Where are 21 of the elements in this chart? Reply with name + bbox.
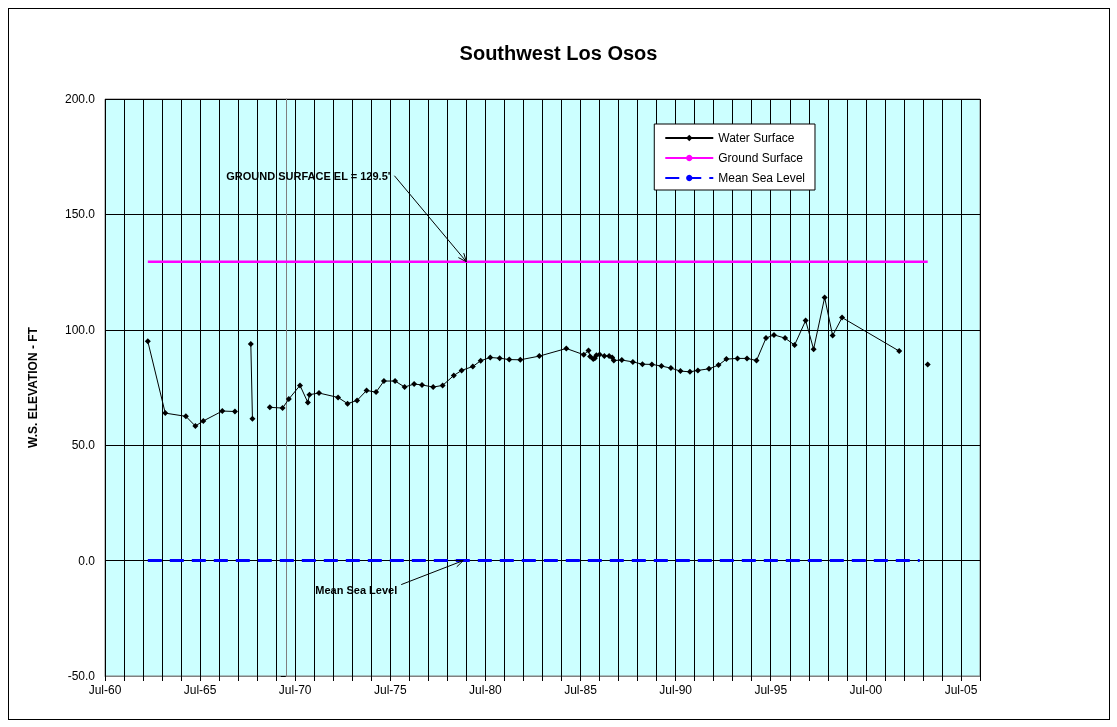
- y-tick-label: 50.0: [71, 438, 96, 453]
- x-tick-label: Jul-00: [849, 683, 883, 697]
- x-tick-label: Jul-85: [564, 683, 598, 697]
- y-tick-label: 200.0: [64, 92, 96, 106]
- y-tick-label: -50.0: [67, 669, 96, 683]
- x-tick-label: Jul-70: [278, 683, 312, 697]
- chart-title: Southwest Los Osos: [459, 42, 658, 64]
- x-tick-label: Jul-90: [659, 683, 693, 697]
- y-tick-label: 0.0: [78, 553, 96, 568]
- x-tick-label: Jul-60: [88, 683, 122, 697]
- x-tick-label: Jul-65: [183, 683, 217, 697]
- x-tick-label: Jul-75: [373, 683, 407, 697]
- x-tick-label: Jul-95: [754, 683, 788, 697]
- y-axis-title: W.S. ELEVATION - FT: [26, 326, 40, 448]
- legend-label: Mean Sea Level: [718, 171, 806, 185]
- y-tick-label: 150.0: [64, 207, 96, 222]
- legend-label: Water Surface: [718, 131, 795, 145]
- x-tick-label: Jul-80: [469, 683, 503, 697]
- legend-label: Ground Surface: [718, 151, 804, 165]
- y-tick-label: 100.0: [64, 322, 96, 337]
- x-tick-label: Jul-05: [944, 683, 978, 697]
